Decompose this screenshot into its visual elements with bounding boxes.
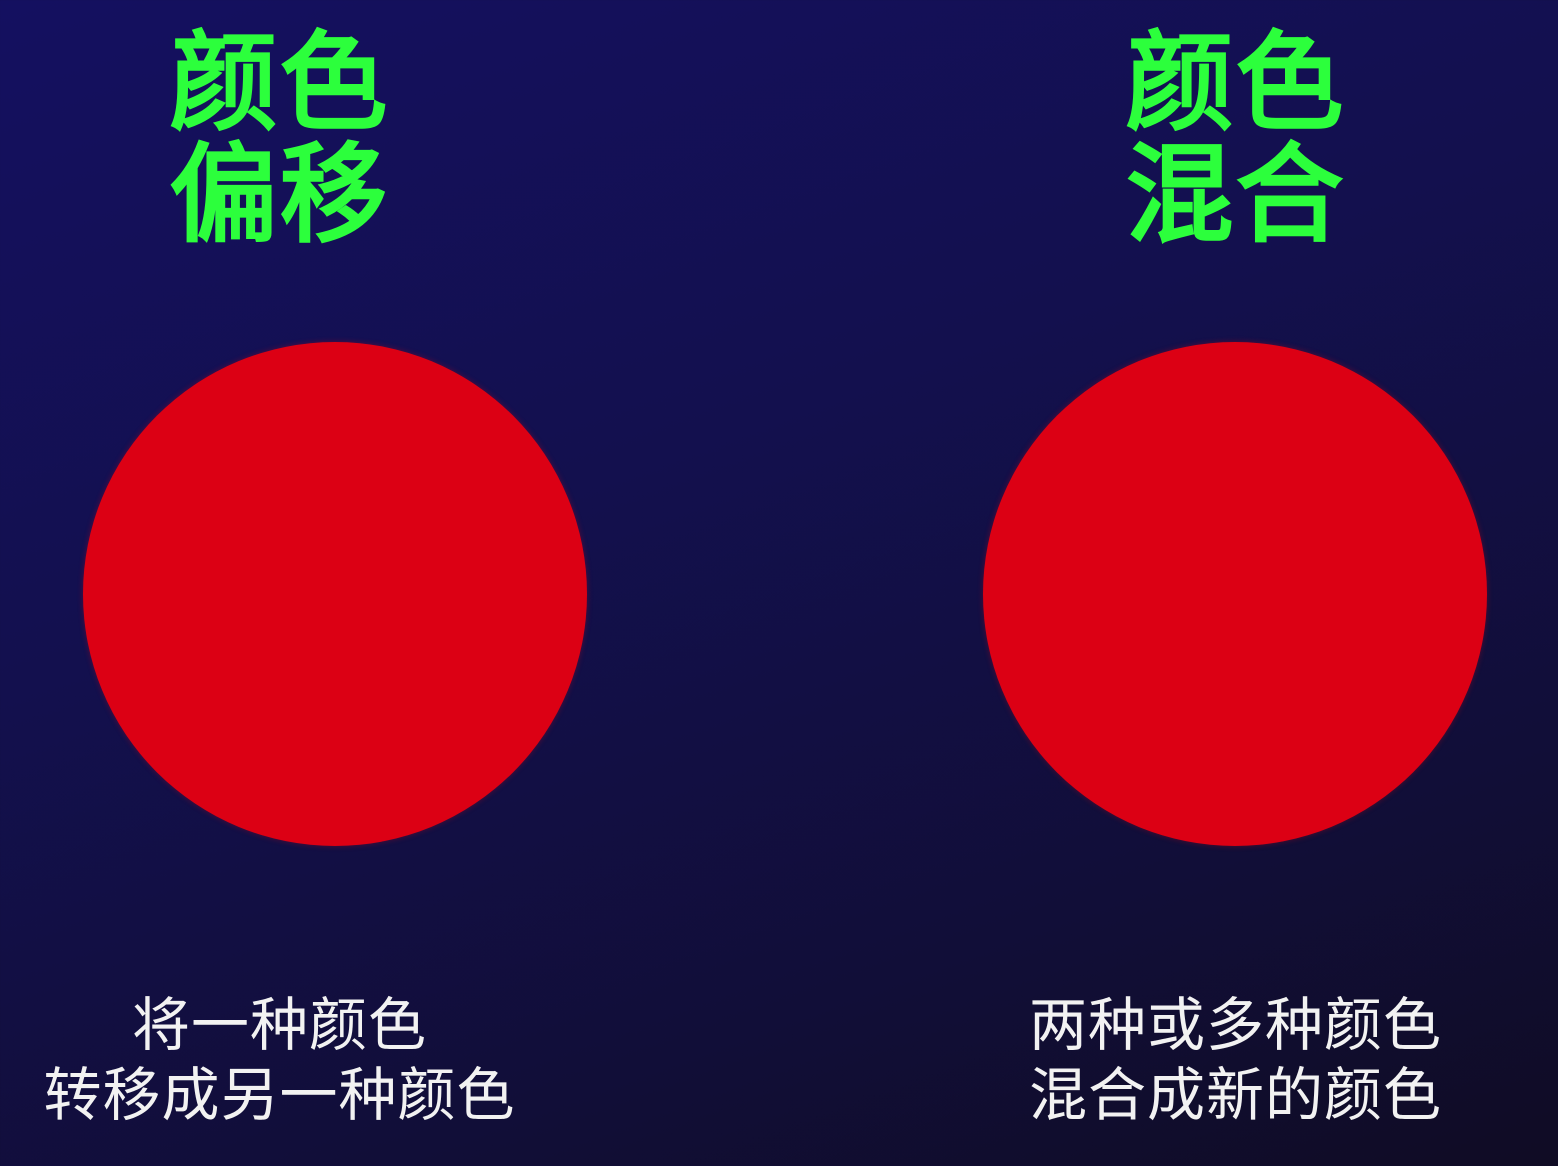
title-line-2: 混合 xyxy=(1125,133,1346,258)
red-circle xyxy=(83,342,587,846)
color-shift-caption: 将一种颜色 转移成另一种颜色 xyxy=(0,990,669,1130)
caption-line-1: 两种或多种颜色 xyxy=(1028,991,1442,1059)
title-line-1: 颜色 xyxy=(1125,21,1346,146)
color-mix-caption: 两种或多种颜色 混合成新的颜色 xyxy=(846,990,1558,1130)
caption-line-1: 将一种颜色 xyxy=(131,991,427,1059)
title-line-1: 颜色 xyxy=(169,21,390,146)
color-mix-title: 颜色 混合 xyxy=(846,28,1558,252)
color-mix-panel: 颜色 混合 两种或多种颜色 混合成新的颜色 xyxy=(779,0,1558,1166)
caption-line-2: 转移成另一种颜色 xyxy=(43,1061,516,1129)
red-circle xyxy=(983,342,1487,846)
title-line-2: 偏移 xyxy=(169,133,390,258)
color-shift-panel: 颜色 偏移 将一种颜色 转移成另一种颜色 xyxy=(0,28,669,1130)
caption-line-2: 混合成新的颜色 xyxy=(1028,1061,1442,1129)
color-shift-title: 颜色 偏移 xyxy=(0,28,669,252)
